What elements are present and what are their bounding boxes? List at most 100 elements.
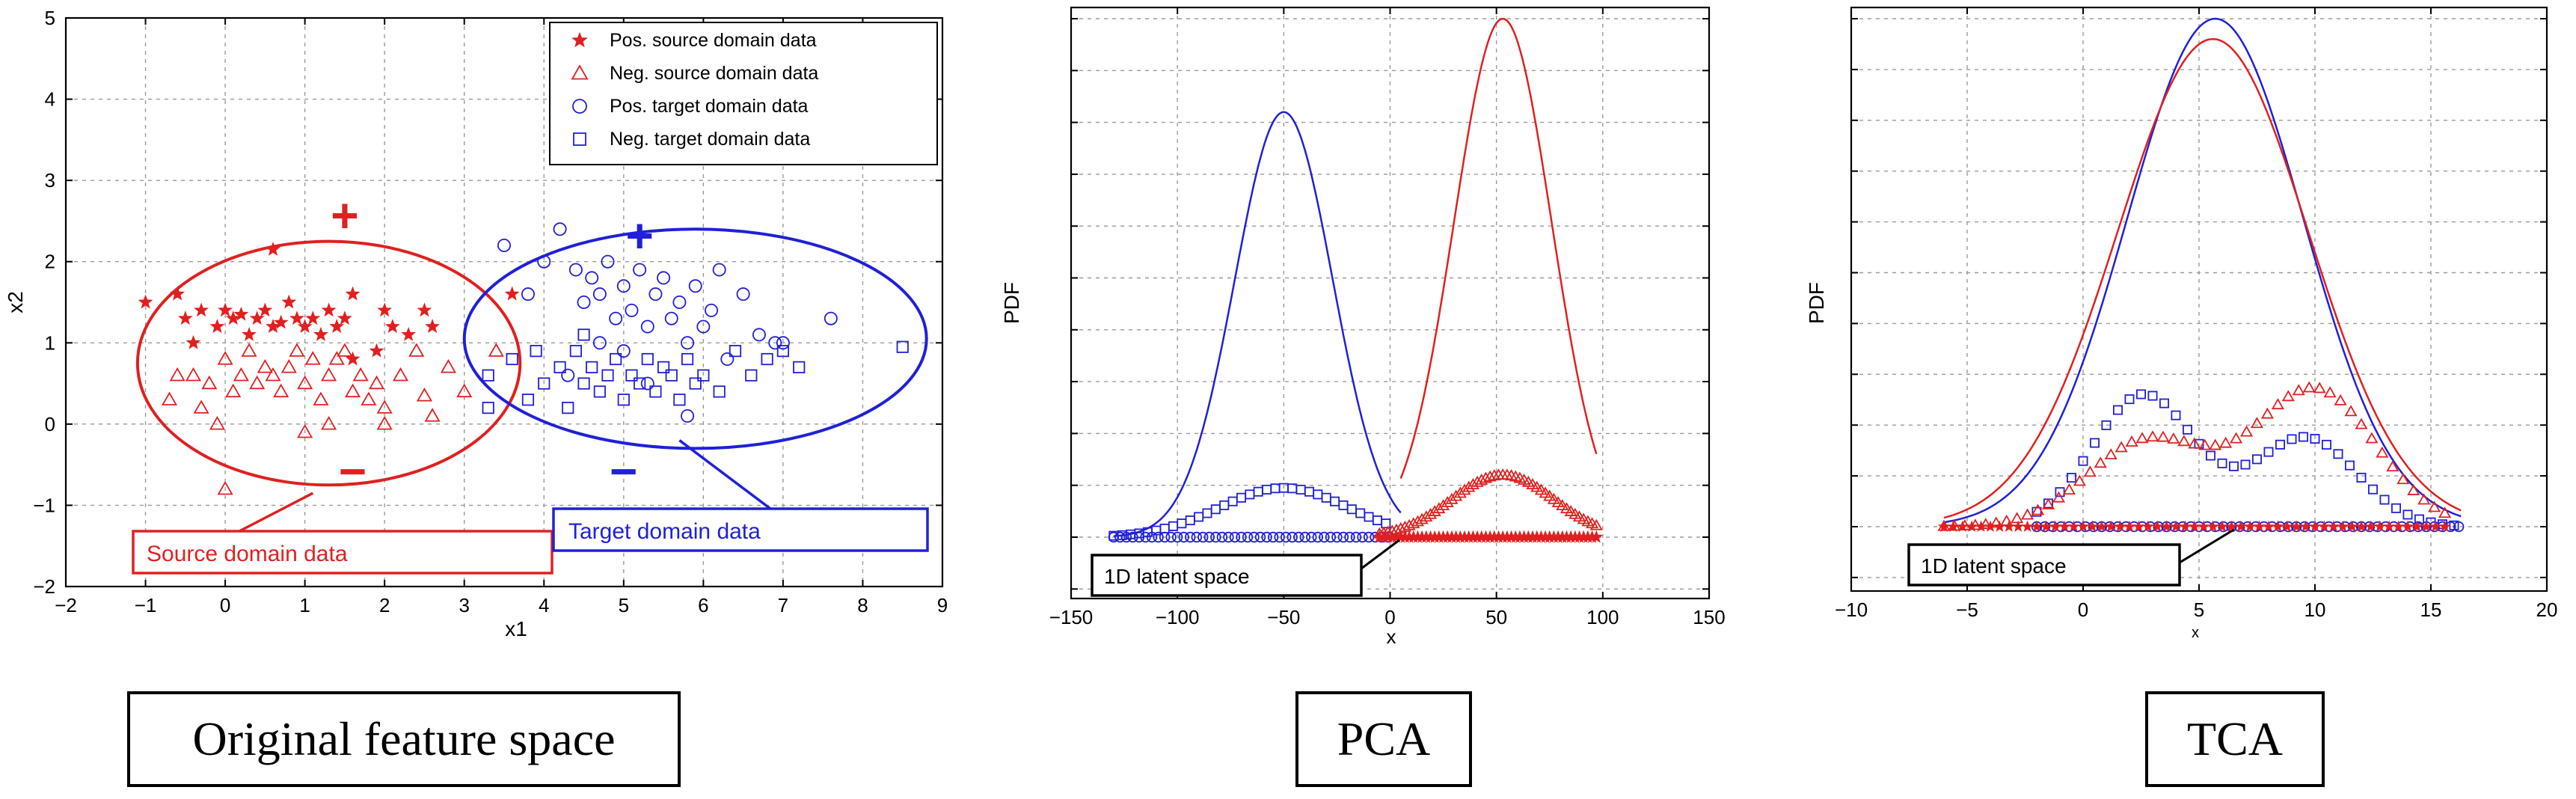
latent-callout-arrow (2179, 528, 2235, 564)
triangle-marker (321, 416, 337, 430)
triangle-marker (2292, 384, 2305, 396)
triangle-marker (2396, 473, 2410, 485)
square-marker (1338, 500, 1349, 510)
circle-marker (1216, 531, 1228, 543)
target-callout-label: Target domain data (568, 519, 761, 544)
circle-marker (1293, 531, 1304, 543)
circle-marker (553, 222, 567, 236)
triangle-marker (2167, 432, 2180, 444)
triangle-marker (1551, 495, 1565, 507)
square-marker (2089, 438, 2100, 448)
triangle-marker (2062, 483, 2076, 495)
latent-callout-label: 1D latent space (1921, 554, 2067, 578)
triangle-marker (571, 64, 589, 80)
square-marker (2298, 432, 2308, 442)
triangle-marker (488, 343, 504, 357)
source-callout-box (132, 530, 553, 575)
square-marker (2367, 484, 2378, 495)
circle-marker (1350, 531, 1362, 543)
tca-chart: −10 −5 0 5 10 15 20 x PDF 1D latent space (1805, 6, 2557, 641)
latent-callout-arrow (1361, 539, 1400, 570)
sign-annotation: − (339, 444, 367, 498)
square-marker (697, 369, 710, 382)
square-marker (530, 345, 542, 358)
tick-label-x: 150 (1693, 606, 1725, 628)
circle-marker (592, 336, 607, 350)
square-marker (1227, 496, 1238, 506)
square-marker (625, 369, 638, 382)
square-marker (689, 377, 702, 390)
star-marker (185, 334, 201, 349)
triangle-marker (2365, 432, 2379, 444)
square-marker (1313, 489, 1323, 500)
circle-marker (752, 328, 766, 342)
triangle-marker (2146, 430, 2159, 442)
star-marker (417, 302, 432, 317)
triangle-marker (2209, 438, 2222, 450)
square-marker (2205, 450, 2215, 461)
circle-marker (1223, 531, 1234, 543)
tick-label-y: −1 (33, 494, 55, 516)
circle-marker (1312, 531, 1324, 543)
square-marker (2112, 405, 2123, 415)
latent-callout-label: 1D latent space (1104, 565, 1250, 588)
circle-marker (1114, 531, 1126, 543)
triangle-marker (2052, 491, 2066, 503)
pdf-curve (1943, 37, 2462, 519)
circle-marker (664, 311, 678, 325)
star-marker (289, 310, 304, 325)
circle-marker (1146, 531, 1158, 543)
triangle-marker (304, 351, 321, 365)
circle-marker (1357, 531, 1368, 543)
star-marker (313, 326, 328, 341)
triangle-marker (2355, 417, 2368, 429)
triangle-marker (2115, 441, 2128, 453)
tick-label-x: −50 (1267, 606, 1300, 628)
triangle-marker (1475, 473, 1488, 485)
triangle-marker (1990, 516, 2003, 528)
triangle-marker (392, 367, 409, 382)
triangle-marker (1407, 517, 1420, 529)
circle-marker (572, 99, 587, 114)
square-marker (1202, 508, 1212, 518)
circle-marker (1363, 531, 1375, 543)
square-marker (601, 369, 614, 382)
triangle-marker (376, 400, 393, 414)
star-marker (401, 326, 417, 341)
square-marker (896, 340, 909, 353)
star-marker (337, 310, 352, 325)
star-marker (170, 286, 185, 301)
triangle-marker (1547, 492, 1560, 504)
triangle-marker (313, 391, 329, 405)
legend-label: Pos. source domain data (610, 30, 817, 51)
circle-marker (657, 271, 671, 285)
square-marker (573, 132, 586, 146)
triangle-marker (1539, 486, 1552, 498)
square-marker (2147, 391, 2158, 401)
star-marker (266, 241, 280, 256)
square-marker (713, 385, 726, 398)
tick-label-x: 10 (2304, 599, 2326, 621)
circle-marker (616, 279, 631, 293)
triangle-marker (273, 383, 289, 398)
tick-label-y: 3 (45, 169, 55, 192)
star-marker (321, 302, 337, 317)
circle-marker (1242, 531, 1254, 543)
triangle-marker (2156, 430, 2170, 442)
triangle-marker (280, 359, 297, 373)
triangle-marker (2376, 446, 2389, 458)
triangle-marker (1458, 483, 1471, 495)
square-marker (1177, 518, 1187, 529)
square-marker (641, 352, 654, 366)
target-callout-box (552, 507, 929, 552)
square-marker (482, 369, 494, 382)
square-marker (586, 361, 598, 373)
star-marker (369, 343, 384, 358)
star-marker (194, 302, 209, 317)
circle-marker (712, 263, 726, 277)
x-axis-label: x (2192, 625, 2199, 641)
tick-label-x: 0 (2078, 599, 2088, 621)
tick-label-y: −2 (33, 575, 55, 598)
y-axis-label: PDF (1805, 282, 1828, 324)
square-marker (2055, 487, 2065, 498)
